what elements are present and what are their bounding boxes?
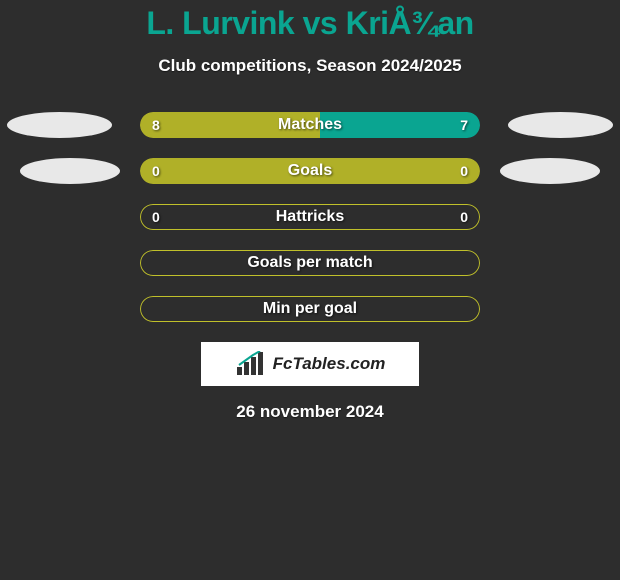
comparison-card: L. Lurvink vs KriÅ¾an Club competitions,…	[0, 0, 620, 422]
stat-label: Min per goal	[140, 296, 480, 322]
stat-right-value: 7	[460, 112, 468, 138]
stat-bar-goals: 0 Goals 0	[140, 158, 480, 184]
stat-row-goals: 0 Goals 0	[0, 158, 620, 184]
player-left-avatar	[20, 158, 120, 184]
logo-text: FcTables.com	[273, 354, 386, 374]
stat-row-matches: 8 Matches 7	[0, 112, 620, 138]
logo-box[interactable]: FcTables.com	[201, 342, 419, 386]
stat-right-value: 0	[460, 158, 468, 184]
stat-label: Matches	[140, 112, 480, 138]
player-left-avatar	[7, 112, 112, 138]
stat-bar-matches: 8 Matches 7	[140, 112, 480, 138]
logo-bars-icon	[235, 351, 267, 377]
player-right-avatar	[508, 112, 613, 138]
stat-bar-goals-per-match: Goals per match	[140, 250, 480, 276]
page-title: L. Lurvink vs KriÅ¾an	[0, 5, 620, 42]
player-right-avatar	[500, 158, 600, 184]
stat-bar-hattricks: 0 Hattricks 0	[140, 204, 480, 230]
stat-row-goals-per-match: Goals per match	[0, 250, 620, 276]
stat-row-min-per-goal: Min per goal	[0, 296, 620, 322]
stat-label: Goals per match	[140, 250, 480, 276]
stat-right-value: 0	[460, 204, 468, 230]
subtitle: Club competitions, Season 2024/2025	[0, 56, 620, 76]
stat-bar-min-per-goal: Min per goal	[140, 296, 480, 322]
stat-row-hattricks: 0 Hattricks 0	[0, 204, 620, 230]
stats-area: 8 Matches 7 0 Goals 0 0 Hattricks 0	[0, 112, 620, 322]
date-label: 26 november 2024	[0, 402, 620, 422]
stat-label: Goals	[140, 158, 480, 184]
stat-label: Hattricks	[140, 204, 480, 230]
